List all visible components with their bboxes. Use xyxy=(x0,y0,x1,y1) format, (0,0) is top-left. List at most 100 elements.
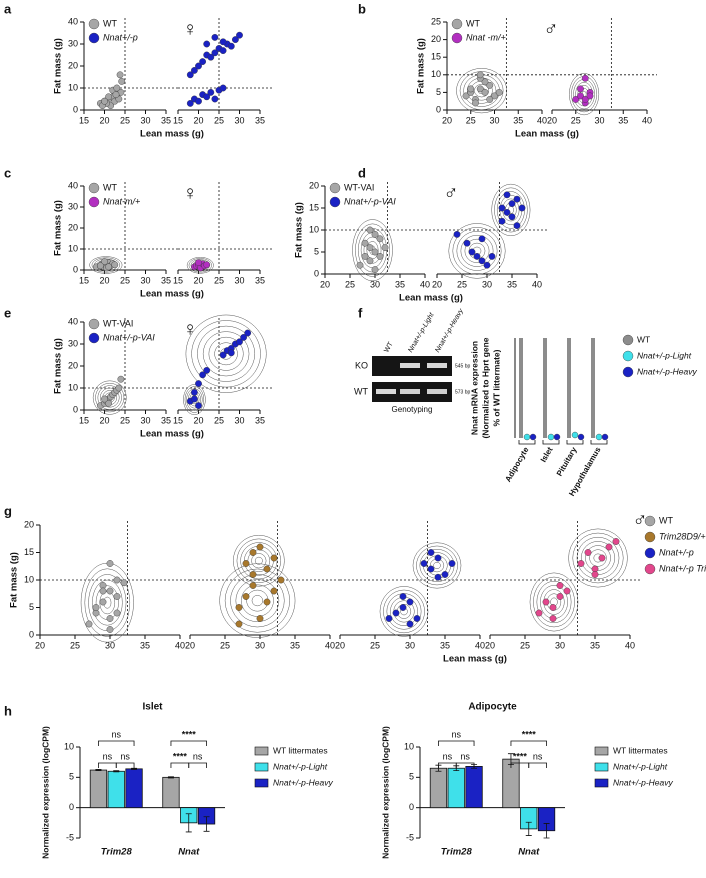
legend-marker xyxy=(594,778,609,788)
x-tick-label: 20 xyxy=(442,115,452,125)
bar xyxy=(447,767,465,809)
y-tick-label: 15 xyxy=(24,547,34,557)
x-tick-label: 35 xyxy=(161,275,171,285)
density-contour xyxy=(363,236,382,264)
data-point xyxy=(478,235,486,243)
data-point xyxy=(508,213,516,221)
data-point xyxy=(277,576,285,584)
category-label: Islet xyxy=(539,445,555,464)
significance-bracket xyxy=(528,762,547,768)
data-point xyxy=(263,598,271,606)
legend-label: WT xyxy=(637,334,650,344)
density-contour xyxy=(92,579,123,626)
data-point xyxy=(242,593,250,600)
gel-band xyxy=(427,389,447,394)
data-point xyxy=(203,40,211,48)
x-tick-label: 15 xyxy=(79,415,89,425)
density-contour xyxy=(254,556,263,565)
y-axis-label: Normalized expression (logCPM) xyxy=(380,726,390,859)
data-point xyxy=(195,97,202,105)
gel-lane-label: Nnat+/-p-Light xyxy=(407,311,436,354)
data-point xyxy=(434,554,442,562)
data-point xyxy=(186,100,194,107)
data-point xyxy=(207,89,215,96)
x-axis-label: Lean mass (g) xyxy=(140,289,204,300)
x-tick-label: 30 xyxy=(255,640,265,650)
legend-label: WT littermates xyxy=(613,745,668,755)
y-tick-label: 30 xyxy=(68,38,78,48)
x-tick-label: 30 xyxy=(489,115,499,125)
data-point xyxy=(399,604,407,611)
x-tick-label: 40 xyxy=(475,640,485,650)
x-tick-label: 40 xyxy=(175,640,185,650)
significance-label: **** xyxy=(173,751,188,761)
y-tick-label: 10 xyxy=(64,741,74,751)
legend-marker xyxy=(254,746,269,756)
density-contour xyxy=(99,387,120,408)
y-tick-label: 20 xyxy=(309,180,319,190)
x-tick-label: 20 xyxy=(99,415,109,425)
data-point xyxy=(249,549,257,556)
legend-label: Nnat+/-p-Heavy xyxy=(637,366,698,376)
density-contour xyxy=(91,257,121,273)
data-point xyxy=(427,565,435,573)
gel-lane-label: Nnat+/-p-Heavy xyxy=(434,307,465,354)
data-point xyxy=(523,433,531,441)
data-point xyxy=(85,620,93,628)
x-tick-label: 35 xyxy=(255,115,265,125)
data-point xyxy=(105,399,113,407)
density-contour xyxy=(412,542,462,589)
legend-marker xyxy=(329,196,341,208)
data-point xyxy=(211,95,219,103)
data-point xyxy=(427,549,435,556)
y-axis-label: Fat mass (g) xyxy=(53,200,64,256)
data-point xyxy=(486,96,494,103)
y-tick-label: 20 xyxy=(68,222,78,232)
significance-label: ns xyxy=(111,729,121,739)
density-contour xyxy=(208,336,244,371)
x-tick-label: 20 xyxy=(193,275,203,285)
y-tick-label: 10 xyxy=(68,382,78,392)
category-bracket xyxy=(542,440,560,445)
data-point xyxy=(270,587,278,595)
data-point xyxy=(577,85,584,93)
legend-marker xyxy=(88,318,100,330)
significance-label: ns xyxy=(120,751,130,761)
category-label: Trim28 xyxy=(101,847,133,858)
data-point xyxy=(518,204,526,212)
y-axis-label: Normalized expression (logCPM) xyxy=(40,726,50,859)
legend-marker xyxy=(594,762,609,772)
data-point xyxy=(513,195,521,203)
y-tick-label: 10 xyxy=(309,224,319,234)
x-tick-label: 20 xyxy=(193,115,203,125)
x-tick-label: 20 xyxy=(335,640,345,650)
x-tick-label: 20 xyxy=(99,115,109,125)
x-tick-label: 30 xyxy=(140,415,150,425)
data-point xyxy=(553,433,561,441)
x-tick-label: 15 xyxy=(173,115,183,125)
density-contour xyxy=(219,563,296,638)
data-point xyxy=(542,598,550,606)
data-point xyxy=(361,252,369,260)
category-label: Nnat xyxy=(178,847,200,858)
bar xyxy=(591,338,595,438)
legend-label: WT xyxy=(659,515,673,525)
data-point xyxy=(244,329,252,337)
y-tick-label: 25 xyxy=(431,16,441,26)
data-point xyxy=(420,560,428,567)
density-contour xyxy=(460,234,494,267)
data-point xyxy=(190,395,198,403)
y-tick-label: 5 xyxy=(409,772,414,782)
density-contour xyxy=(494,187,528,233)
x-tick-label: 20 xyxy=(432,279,442,289)
data-point xyxy=(371,230,379,238)
x-tick-label: 35 xyxy=(290,640,300,650)
data-point xyxy=(584,549,592,556)
density-contour xyxy=(235,579,280,622)
data-point xyxy=(547,433,555,441)
x-tick-label: 35 xyxy=(161,415,171,425)
data-point xyxy=(99,587,107,595)
data-point xyxy=(235,604,243,611)
data-point xyxy=(113,576,121,584)
chart-title: Adipocyte xyxy=(468,702,517,713)
